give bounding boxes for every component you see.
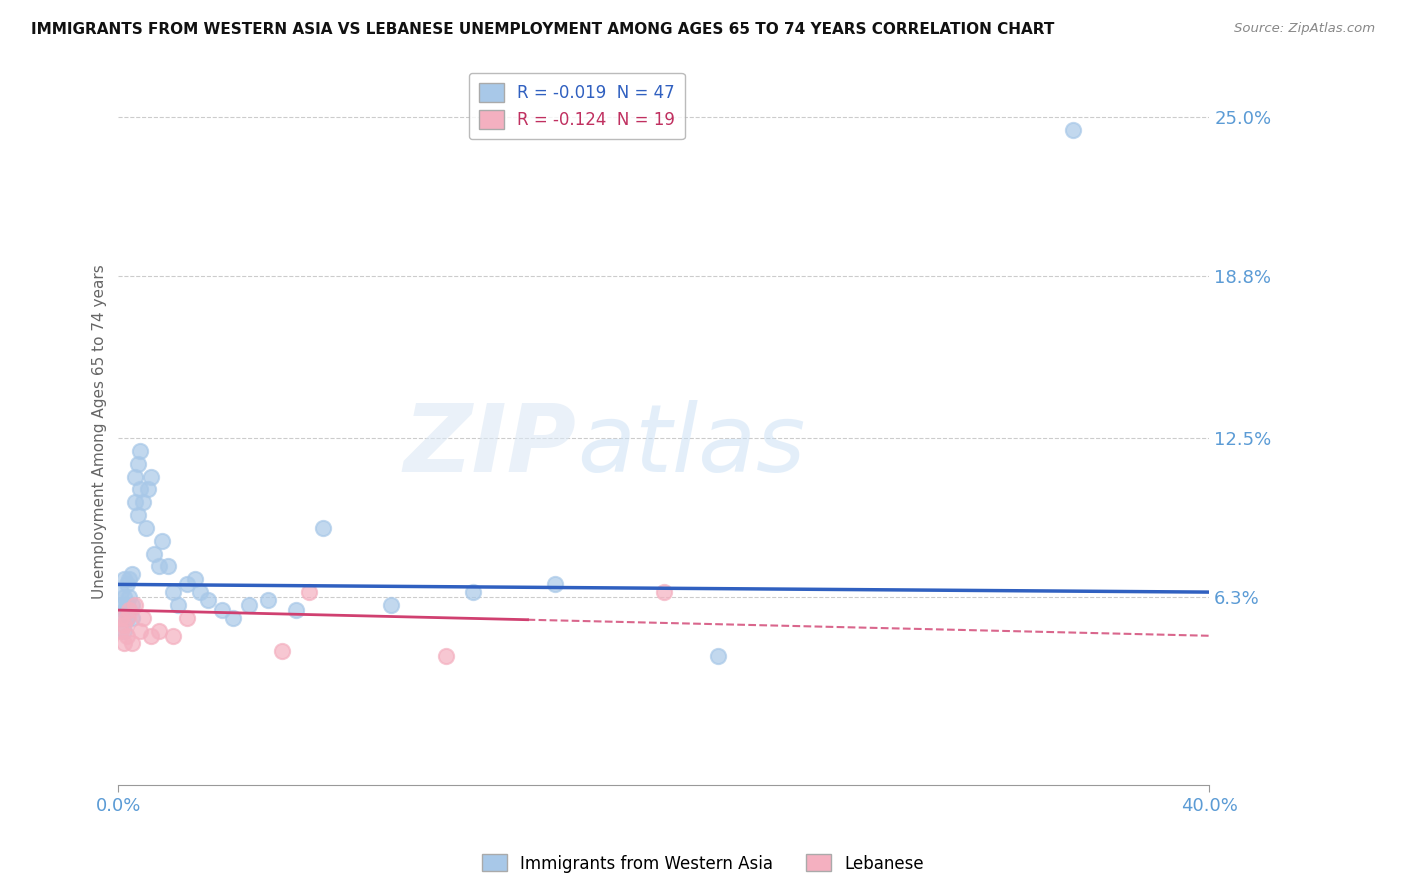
Point bbox=[188, 585, 211, 599]
Legend: Immigrants from Western Asia, Lebanese: Immigrants from Western Asia, Lebanese bbox=[475, 847, 931, 880]
Point bbox=[112, 603, 135, 617]
Point bbox=[380, 598, 402, 612]
Point bbox=[110, 611, 132, 625]
Point bbox=[124, 598, 146, 612]
Point bbox=[118, 603, 141, 617]
Point bbox=[461, 585, 484, 599]
Point bbox=[135, 521, 157, 535]
Point bbox=[121, 611, 143, 625]
Point bbox=[121, 598, 143, 612]
Point bbox=[110, 611, 132, 625]
Point bbox=[184, 572, 207, 586]
Point bbox=[110, 624, 132, 638]
Point bbox=[141, 469, 163, 483]
Legend: R = -0.019  N = 47, R = -0.124  N = 19: R = -0.019 N = 47, R = -0.124 N = 19 bbox=[468, 72, 685, 139]
Point bbox=[298, 585, 321, 599]
Y-axis label: Unemployment Among Ages 65 to 74 years: Unemployment Among Ages 65 to 74 years bbox=[93, 264, 107, 599]
Point bbox=[652, 585, 675, 599]
Point bbox=[127, 508, 149, 522]
Point bbox=[284, 603, 307, 617]
Point bbox=[257, 592, 280, 607]
Point bbox=[162, 585, 184, 599]
Point bbox=[544, 577, 567, 591]
Point bbox=[121, 567, 143, 582]
Point bbox=[132, 611, 155, 625]
Text: Source: ZipAtlas.com: Source: ZipAtlas.com bbox=[1234, 22, 1375, 36]
Point bbox=[127, 457, 149, 471]
Point bbox=[118, 591, 141, 605]
Point bbox=[112, 572, 135, 586]
Point bbox=[138, 483, 160, 497]
Point bbox=[115, 611, 138, 625]
Point bbox=[434, 649, 457, 664]
Point bbox=[150, 533, 173, 548]
Point bbox=[110, 598, 132, 612]
Point bbox=[112, 591, 135, 605]
Point bbox=[176, 577, 198, 591]
Point bbox=[115, 598, 138, 612]
Point bbox=[271, 644, 294, 658]
Point bbox=[148, 624, 170, 638]
Text: IMMIGRANTS FROM WESTERN ASIA VS LEBANESE UNEMPLOYMENT AMONG AGES 65 TO 74 YEARS : IMMIGRANTS FROM WESTERN ASIA VS LEBANESE… bbox=[31, 22, 1054, 37]
Point bbox=[110, 585, 132, 599]
Point bbox=[112, 624, 135, 638]
Point bbox=[156, 559, 179, 574]
Point bbox=[112, 636, 135, 650]
Point bbox=[238, 598, 260, 612]
Point bbox=[197, 592, 219, 607]
Point bbox=[121, 636, 143, 650]
Text: ZIP: ZIP bbox=[404, 400, 576, 491]
Point bbox=[142, 547, 165, 561]
Point bbox=[162, 629, 184, 643]
Text: atlas: atlas bbox=[576, 401, 804, 491]
Point bbox=[118, 572, 141, 586]
Point bbox=[707, 649, 730, 664]
Point bbox=[115, 577, 138, 591]
Point bbox=[148, 559, 170, 574]
Point bbox=[124, 469, 146, 483]
Point bbox=[176, 611, 198, 625]
Point bbox=[118, 603, 141, 617]
Point bbox=[124, 495, 146, 509]
Point bbox=[211, 603, 233, 617]
Point bbox=[115, 611, 138, 625]
Point bbox=[167, 598, 190, 612]
Point bbox=[129, 483, 152, 497]
Point bbox=[222, 611, 245, 625]
Point bbox=[141, 629, 163, 643]
Point bbox=[129, 624, 152, 638]
Point bbox=[115, 629, 138, 643]
Point bbox=[129, 443, 152, 458]
Point bbox=[312, 521, 335, 535]
Point bbox=[112, 618, 135, 632]
Point bbox=[1062, 122, 1084, 136]
Point bbox=[132, 495, 155, 509]
